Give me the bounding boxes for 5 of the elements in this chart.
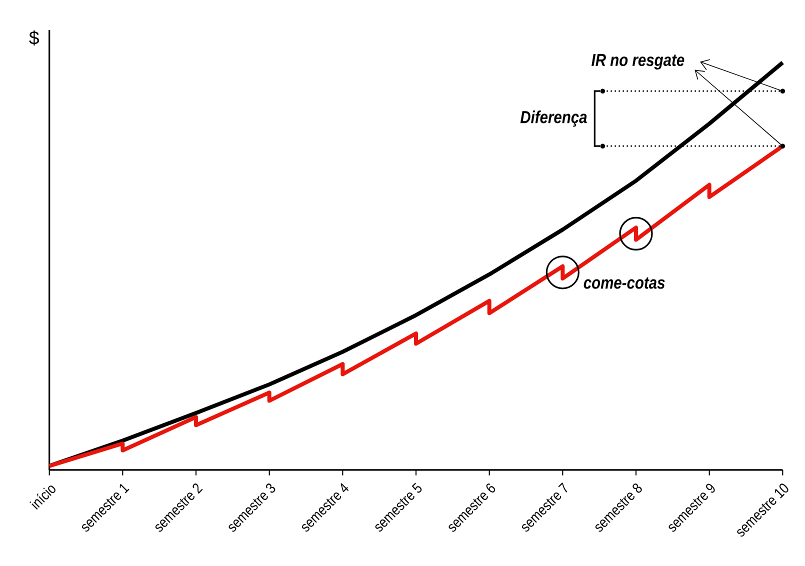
- annotation: IR no resgate: [592, 54, 684, 70]
- annotation: come-cotas: [584, 277, 665, 289]
- y-axis-title: $: [29, 30, 39, 46]
- x-tick-label: início: [29, 486, 56, 510]
- annotation: Diferença: [520, 110, 587, 127]
